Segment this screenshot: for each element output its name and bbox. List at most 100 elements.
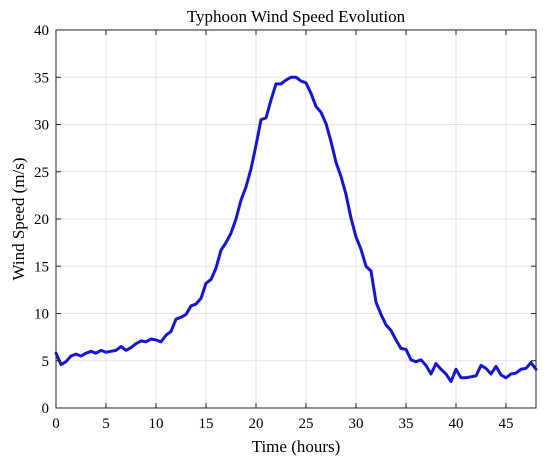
x-tick-label: 0 bbox=[52, 416, 60, 432]
data-point bbox=[390, 329, 392, 332]
data-point bbox=[65, 360, 67, 363]
data-point bbox=[85, 352, 87, 354]
data-point bbox=[435, 362, 437, 365]
x-tick-label: 45 bbox=[499, 416, 514, 432]
data-point bbox=[95, 352, 97, 354]
data-point bbox=[395, 339, 397, 341]
data-point bbox=[145, 341, 147, 343]
data-point bbox=[255, 144, 257, 147]
x-tick-label: 10 bbox=[149, 416, 164, 432]
data-point bbox=[70, 355, 72, 357]
data-point bbox=[250, 168, 252, 170]
data-point bbox=[215, 267, 217, 269]
data-point bbox=[400, 347, 402, 350]
data-point bbox=[200, 297, 202, 300]
data-point bbox=[420, 359, 422, 361]
data-point bbox=[360, 248, 362, 251]
data-point bbox=[245, 186, 247, 188]
data-point bbox=[210, 278, 212, 281]
y-tick-label: 40 bbox=[34, 23, 49, 39]
data-point bbox=[240, 199, 242, 201]
data-point bbox=[140, 340, 142, 342]
x-tick-label: 25 bbox=[299, 416, 314, 432]
data-point bbox=[280, 83, 282, 85]
data-point bbox=[355, 236, 357, 238]
data-point bbox=[320, 111, 322, 114]
data-point bbox=[380, 313, 382, 316]
data-point bbox=[275, 83, 277, 85]
y-tick-label: 15 bbox=[34, 259, 49, 275]
data-point bbox=[230, 232, 232, 234]
data-point bbox=[185, 313, 187, 316]
data-point bbox=[315, 105, 317, 108]
data-point bbox=[460, 376, 462, 379]
data-point bbox=[290, 76, 292, 79]
data-point bbox=[445, 373, 447, 375]
data-point bbox=[195, 303, 197, 305]
data-point bbox=[175, 318, 177, 320]
y-tick-label: 5 bbox=[42, 354, 50, 370]
data-point bbox=[415, 360, 417, 363]
data-point bbox=[155, 339, 157, 341]
x-tick-label: 35 bbox=[399, 416, 414, 432]
y-tick-label: 20 bbox=[34, 212, 49, 228]
data-point bbox=[430, 373, 432, 375]
data-point bbox=[500, 374, 502, 376]
grid bbox=[56, 30, 536, 408]
data-point bbox=[505, 376, 507, 379]
data-point bbox=[90, 350, 92, 353]
data-point bbox=[180, 316, 182, 319]
data-point bbox=[325, 122, 327, 125]
data-point bbox=[485, 367, 487, 370]
data-point bbox=[450, 380, 452, 383]
data-point bbox=[125, 349, 127, 352]
data-point bbox=[260, 118, 262, 121]
data-point bbox=[365, 265, 367, 268]
data-point bbox=[305, 82, 307, 84]
data-point bbox=[310, 92, 312, 95]
x-tick-label: 40 bbox=[449, 416, 464, 432]
data-point bbox=[330, 140, 332, 143]
series-line-1 bbox=[54, 75, 538, 384]
data-point bbox=[530, 361, 532, 364]
data-point bbox=[75, 353, 77, 355]
data-point bbox=[455, 368, 457, 371]
x-tick-label: 15 bbox=[199, 416, 214, 432]
data-point bbox=[135, 342, 137, 345]
data-point bbox=[295, 76, 297, 79]
y-axis-label: Wind Speed (m/s) bbox=[9, 157, 28, 280]
data-point bbox=[495, 365, 497, 368]
data-point bbox=[490, 373, 492, 375]
data-point bbox=[120, 345, 122, 348]
data-point bbox=[345, 193, 347, 196]
data-point bbox=[410, 359, 412, 361]
y-tick-label: 30 bbox=[34, 118, 49, 134]
data-point bbox=[265, 117, 267, 119]
y-tick-label: 35 bbox=[34, 70, 49, 86]
data-point bbox=[130, 346, 132, 349]
data-point bbox=[160, 341, 162, 343]
data-point bbox=[110, 350, 112, 353]
data-point bbox=[335, 161, 337, 164]
data-point bbox=[370, 270, 372, 272]
data-point bbox=[385, 324, 387, 326]
data-point bbox=[235, 218, 237, 220]
x-tick-label: 20 bbox=[249, 416, 264, 432]
x-tick-label: 5 bbox=[102, 416, 110, 432]
data-point bbox=[340, 175, 342, 178]
data-point bbox=[165, 334, 167, 337]
data-point bbox=[300, 80, 302, 82]
data-point bbox=[465, 376, 467, 379]
y-tick-label: 25 bbox=[34, 165, 49, 181]
data-point bbox=[475, 375, 477, 377]
data-point bbox=[115, 349, 117, 352]
data-point bbox=[425, 364, 427, 367]
data-point bbox=[80, 355, 82, 357]
data-point bbox=[100, 349, 102, 352]
data-point bbox=[515, 372, 517, 374]
data-point bbox=[350, 217, 352, 219]
data-point bbox=[60, 363, 62, 366]
data-point bbox=[510, 373, 512, 375]
